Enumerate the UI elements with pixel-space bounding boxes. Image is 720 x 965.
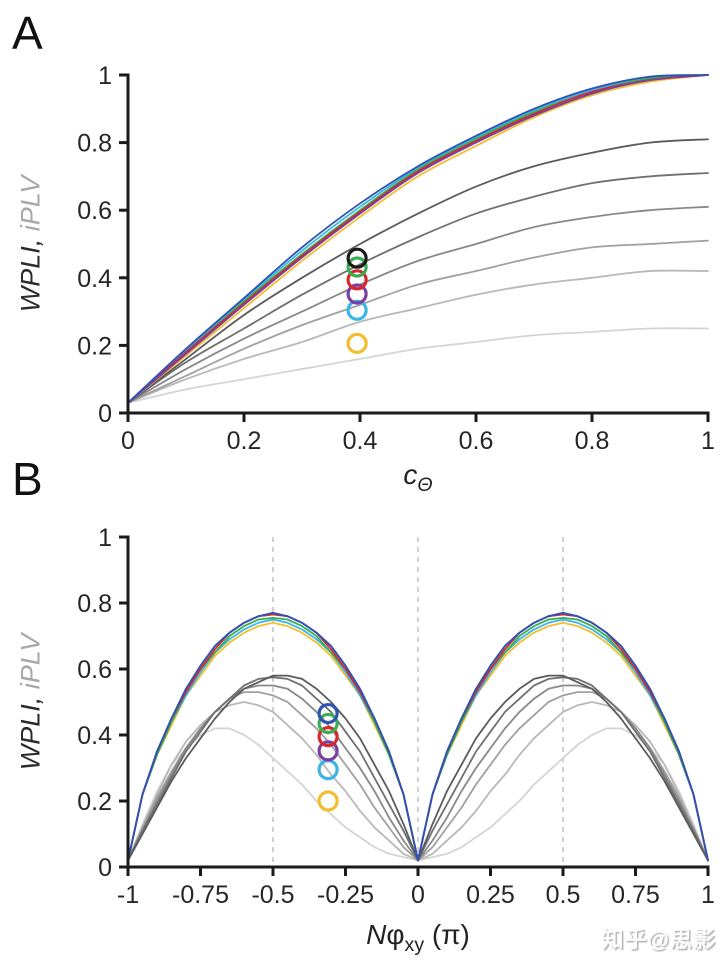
ylabel-iplv-text: iPLV <box>15 175 46 232</box>
panel-a-series-purple <box>127 74 709 404</box>
panel-b-series-blue <box>127 612 709 862</box>
panel-b-marker-green <box>317 712 339 735</box>
panel-a-series-red <box>127 74 709 404</box>
panel-a-label: A <box>12 7 43 59</box>
panel-b-marker-blue <box>317 702 339 725</box>
panel-a-series-gray-sat-0.61 <box>127 205 709 404</box>
panel-a-x-axis-label: cΘ <box>403 459 432 497</box>
panel-a-marker-red <box>346 269 368 291</box>
panel-b-x-tick-label-0.75: 0.75 <box>611 881 660 909</box>
panel-b-y-tick-label-1: 1 <box>98 524 112 552</box>
ylabel-separator: , <box>15 689 46 705</box>
panel-a-series-gray-sat-0.81 <box>127 138 709 404</box>
panel-a-x-tick-label-0.4: 0.4 <box>343 427 378 455</box>
panel-b-y-tick-label-0.2: 0.2 <box>77 788 112 816</box>
panel-b-x-tick-label-0: 0 <box>411 881 425 909</box>
panel-a-y-tick-label-0: 0 <box>98 400 112 428</box>
panel-b-x-tick-label--1: -1 <box>117 881 139 909</box>
xlabel-phi-text: φ <box>386 919 405 951</box>
panel-b-x-tick-label--0.5: -0.5 <box>251 881 294 909</box>
panel-b-x-tick-label--0.75: -0.75 <box>172 881 229 909</box>
panel-b-chart: 0 0.2 0.4 0.6 0.8 1 -1 -0.75 -0.5 -0.25 0 0.25 0.5 0.… <box>77 524 715 909</box>
panel-a-chart: 0 0.2 0.4 0.6 0.8 1 0 0.2 0.4 0.6 0.8 1 <box>77 62 715 455</box>
panel-a-x-tick-label-1: 1 <box>701 427 715 455</box>
ylabel-wpli-text: WPLI <box>15 246 46 313</box>
panel-a-y-axis-label: WPLI, iPLV <box>16 176 47 313</box>
panel-a-y-tick-label-0.8: 0.8 <box>77 130 112 158</box>
panel-b-y-tick-label-0.6: 0.6 <box>77 656 112 684</box>
panel-b-y-tick-label-0.4: 0.4 <box>77 722 112 750</box>
panel-b-y-tick-label-0.8: 0.8 <box>77 590 112 618</box>
panel-b-x-tick-label-0.5: 0.5 <box>546 881 581 909</box>
panel-a-x-tick-label-0.2: 0.2 <box>227 427 262 455</box>
panel-b-marker-red <box>317 726 339 748</box>
panel-a-y-tick-label-0.6: 0.6 <box>77 197 112 225</box>
panel-a-x-tick-label-0: 0 <box>121 427 135 455</box>
panel-a-marker-purple <box>346 283 368 305</box>
xlabel-c-text: c <box>403 459 418 491</box>
panel-a-x-tick-label-0.6: 0.6 <box>459 427 494 455</box>
panel-b-marker-purple <box>317 740 339 762</box>
ylabel-iplv-text: iPLV <box>15 633 46 690</box>
panel-a-marker-yellow <box>346 332 368 354</box>
panel-a-marker-black <box>346 247 368 269</box>
xlabel-n-text: N <box>366 919 387 951</box>
xlabel-pi-text: (π) <box>424 919 470 951</box>
ylabel-separator: , <box>15 231 46 247</box>
panel-a-series-gray-sat-0.25 <box>127 327 709 404</box>
panel-b-x-tick-label--0.25: -0.25 <box>317 881 374 909</box>
panel-a-y-tick-label-0.4: 0.4 <box>77 265 112 293</box>
panel-a-series-gray-sat-0.71 <box>127 172 709 404</box>
panel-b-label: B <box>12 453 43 505</box>
panel-b-y-axis-label: WPLI, iPLV <box>16 634 47 771</box>
xlabel-xy-subscript: xy <box>404 933 425 956</box>
panel-a-y-tick-label-0.2: 0.2 <box>77 332 112 360</box>
xlabel-theta-subscript: Θ <box>417 473 433 496</box>
panel-b-x-tick-label-0.25: 0.25 <box>466 881 515 909</box>
panel-a-marker-green <box>346 256 368 278</box>
panel-b-y-tick-label-0: 0 <box>98 854 112 882</box>
panel-a-marker-cyan <box>346 299 368 321</box>
watermark: 知乎@思影 <box>601 927 716 952</box>
panel-a-series-yellow <box>127 74 709 404</box>
panel-a-series-cyan <box>127 74 709 404</box>
panel-a-series-gray-sat-0.51 <box>127 239 709 404</box>
panel-b-x-axis-label: Nφxy (π) <box>366 919 470 957</box>
panel-b-marker-yellow <box>317 790 339 812</box>
ylabel-wpli-text: WPLI <box>15 704 46 771</box>
panel-a-y-tick-label-1: 1 <box>98 62 112 90</box>
panel-a-series-gray-sat-0.42 <box>127 269 709 404</box>
panel-a-series-blue <box>127 74 709 404</box>
panel-a-x-tick-label-0.8: 0.8 <box>575 427 610 455</box>
panel-b-x-tick-label-1: 1 <box>701 881 715 909</box>
